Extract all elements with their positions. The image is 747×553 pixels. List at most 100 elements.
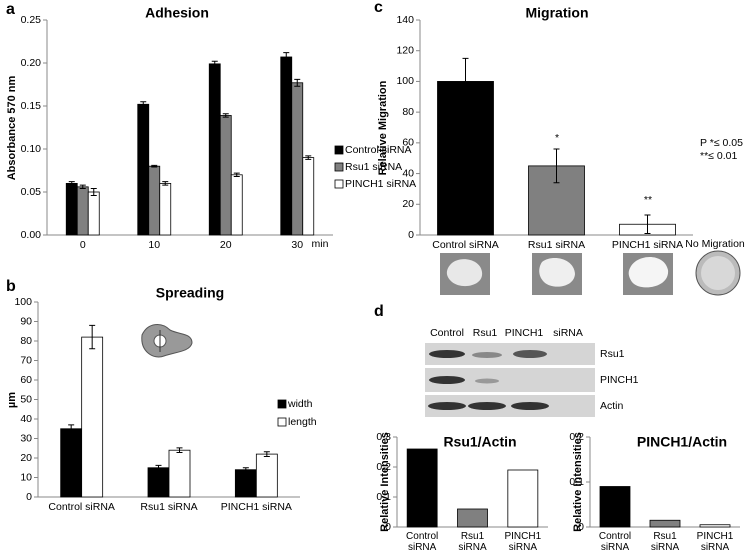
y-axis-label: Absorbance 570 nm xyxy=(6,76,18,181)
annotation: * xyxy=(555,132,559,144)
blot-row: PINCH1 xyxy=(600,374,639,386)
y-tick-label: 50 xyxy=(20,393,32,405)
error-bar xyxy=(283,52,290,62)
bar xyxy=(208,63,221,236)
chart-title: Adhesion xyxy=(145,5,209,21)
migration-images xyxy=(440,250,741,296)
bar xyxy=(219,115,232,236)
x-tick-label: 20 xyxy=(220,239,232,251)
x-tick-label: 10 xyxy=(148,239,160,251)
x-tick-label: Rsu1 siRNA xyxy=(140,501,197,513)
legend-label: PINCH1 siRNA xyxy=(345,178,416,190)
chart-title: Rsu1/Actin xyxy=(443,434,516,450)
annotation: No Migration xyxy=(685,238,745,250)
chart-title: Migration xyxy=(526,5,589,21)
blot-column: Control xyxy=(430,327,464,339)
y-tick-label: 80 xyxy=(402,106,414,118)
panel-label: b xyxy=(6,278,16,295)
error-bar xyxy=(79,184,86,190)
western-blot xyxy=(425,343,595,417)
chart-title: PINCH1/Actin xyxy=(637,434,727,450)
y-tick-label: 0.2 xyxy=(569,431,584,443)
x-tick-label: 30 xyxy=(291,239,303,251)
error-bar xyxy=(242,467,249,473)
legend-swatch xyxy=(277,417,287,427)
y-tick-label: 0 xyxy=(578,521,584,533)
x-tick-label: Control siRNA xyxy=(406,531,439,553)
y-tick-label: 0.2 xyxy=(376,461,391,473)
y-tick-label: 0 xyxy=(408,229,414,241)
error-bar xyxy=(140,101,147,108)
x-axis-label: min xyxy=(312,238,329,250)
bar xyxy=(76,186,89,236)
bar xyxy=(302,157,315,236)
error-bar xyxy=(222,113,229,118)
y-tick-label: 100 xyxy=(396,75,414,87)
y-tick-label: 0 xyxy=(26,491,32,503)
x-tick-label: PINCH1 siRNA xyxy=(612,239,683,251)
bar xyxy=(699,524,731,528)
bar xyxy=(649,519,681,528)
panel-label: a xyxy=(6,1,15,18)
y-tick-label: 0.00 xyxy=(21,229,42,241)
y-axis-label: µm xyxy=(6,392,18,408)
panel-label: d xyxy=(374,303,384,320)
y-tick-label: 60 xyxy=(20,374,32,386)
y-tick-label: 0.20 xyxy=(21,57,42,69)
bar xyxy=(81,336,104,498)
y-tick-label: 0.1 xyxy=(569,476,584,488)
bar xyxy=(599,486,631,528)
blot-column: Rsu1 xyxy=(473,327,498,339)
bar xyxy=(255,453,278,498)
error-bar xyxy=(211,60,218,67)
x-tick-label: PINCH1 siRNA xyxy=(504,531,542,553)
error-bar xyxy=(305,155,312,160)
y-axis-label: Relative Migration xyxy=(377,80,389,175)
error-bar xyxy=(151,164,158,168)
y-tick-label: 0 xyxy=(385,521,391,533)
bar xyxy=(148,165,161,236)
annotation: **≤ 0.01 xyxy=(700,150,737,162)
error-bar xyxy=(294,78,301,87)
y-tick-label: 0.1 xyxy=(376,491,391,503)
legend-swatch xyxy=(334,145,344,155)
x-tick-label: Rsu1 siRNA xyxy=(458,531,487,553)
chart-title: Spreading xyxy=(156,285,224,301)
y-axis-label: Relative Intensities xyxy=(572,432,584,532)
legend-label: Control siRNA xyxy=(345,144,412,156)
y-tick-label: 0.05 xyxy=(21,186,42,198)
error-bar xyxy=(162,181,169,186)
bar xyxy=(87,191,100,236)
error-bar xyxy=(89,324,96,350)
legend-swatch xyxy=(334,162,344,172)
bar xyxy=(137,103,150,236)
x-tick-label: PINCH1 siRNA xyxy=(696,531,734,553)
error-bar xyxy=(90,188,97,196)
y-tick-label: 40 xyxy=(20,413,32,425)
blot-row: Actin xyxy=(600,400,624,412)
error-bar xyxy=(68,424,75,434)
annotation: P *≤ 0.05 xyxy=(700,137,743,149)
bar xyxy=(60,428,83,498)
blot-row: Rsu1 xyxy=(600,348,625,360)
y-tick-label: 60 xyxy=(402,137,414,149)
bar xyxy=(406,448,438,528)
y-tick-label: 0.25 xyxy=(21,14,42,26)
x-tick-label: Control siRNA xyxy=(432,239,499,251)
x-tick-label: 0 xyxy=(80,239,86,251)
error-bar xyxy=(68,181,75,186)
y-tick-label: 0.15 xyxy=(21,100,42,112)
blot-column: PINCH1 xyxy=(505,327,544,339)
panel-label: c xyxy=(374,0,383,16)
y-tick-label: 20 xyxy=(402,198,414,210)
bar xyxy=(457,508,488,528)
legend-label: length xyxy=(288,416,317,428)
y-tick-label: 30 xyxy=(20,432,32,444)
error-bar xyxy=(176,447,183,454)
y-tick-label: 90 xyxy=(20,315,32,327)
blot-column: siRNA xyxy=(553,327,583,339)
bar xyxy=(168,449,191,498)
y-tick-label: 80 xyxy=(20,335,32,347)
error-bar xyxy=(462,57,469,105)
